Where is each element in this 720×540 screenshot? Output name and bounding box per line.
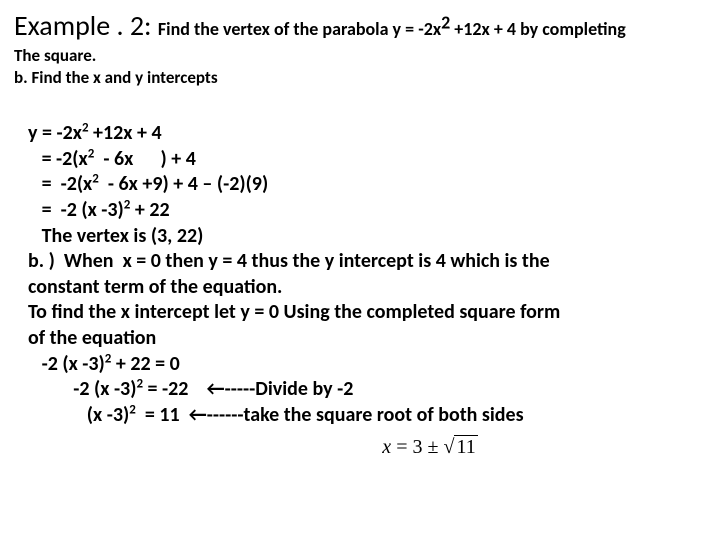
final-lhs: x: [382, 436, 391, 458]
problem-text-b: +12x + 4 by completing: [450, 18, 626, 40]
solve-3: (x -3)2 = 11 ←------take the square root…: [28, 403, 706, 429]
part-b-3: To find the x intercept let y = 0 Using …: [28, 300, 706, 326]
solution-body: y = -2x2 +12x + 4 = -2(x2 - 6x ) + 4 = -…: [14, 121, 706, 428]
final-eq-sign: = 3 ±: [391, 436, 443, 458]
final-equation: x = 3 ± √11: [14, 436, 706, 459]
part-b-2: constant term of the equation.: [28, 275, 706, 301]
solve-2: -2 (x -3)2 = -22 ←-----Divide by -2: [28, 377, 706, 403]
sqrt-symbol: √: [443, 436, 454, 459]
radicand: 11: [454, 435, 477, 458]
header-line-1: The square.: [14, 45, 706, 67]
part-b-4: of the equation: [28, 326, 706, 352]
step-4: = -2 (x -3)2 + 22: [28, 198, 706, 224]
example-label: Example . 2:: [14, 8, 158, 43]
vertex-line: The vertex is (3, 22): [28, 224, 706, 250]
step-3: = -2(x2 - 6x +9) + 4 – (-2)(9): [28, 172, 706, 198]
problem-text-a: Find the vertex of the parabola y = -2x: [158, 18, 441, 40]
title-line: Example . 2: Find the vertex of the para…: [14, 8, 706, 43]
header-line-2: b. Find the x and y intercepts: [14, 67, 706, 89]
step-2: = -2(x2 - 6x ) + 4: [28, 147, 706, 173]
part-b-1: b. ) When x = 0 then y = 4 thus the y in…: [28, 249, 706, 275]
problem-header: The square. b. Find the x and y intercep…: [14, 45, 706, 89]
solve-1: -2 (x -3)2 + 22 = 0: [28, 352, 706, 378]
exponent: 2: [441, 12, 450, 34]
step-1: y = -2x2 +12x + 4: [28, 121, 706, 147]
